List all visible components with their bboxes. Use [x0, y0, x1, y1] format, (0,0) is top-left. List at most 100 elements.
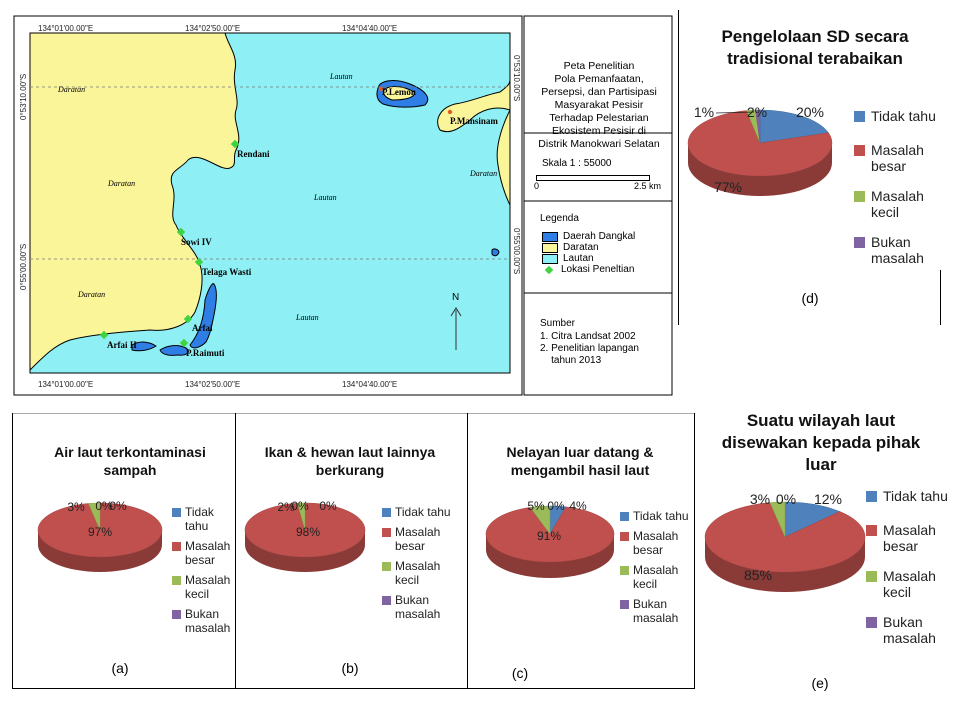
chart-d-legend-label-3: Bukan masalah — [871, 234, 924, 266]
marker-raimuti — [179, 338, 189, 348]
chart-e-legend-item-0: Tidak tahu — [866, 488, 956, 504]
chart-e-pie: 12% 85% 3% 0% — [704, 491, 866, 592]
map-legend: Daerah Dangkal Daratan Lautan Lokasi Pen… — [542, 231, 635, 275]
coord-bottom-3: 134°04'40.00"E — [342, 380, 397, 389]
chart-c-value-label-1: 91% — [537, 529, 561, 543]
chart-b-legend-swatch-0 — [382, 508, 391, 517]
chart-a-value-label-0: 0% — [95, 499, 113, 513]
marker-arfai — [183, 314, 193, 324]
chart-b-side-1 — [245, 530, 365, 572]
label-raimuti: P.Raimuti — [186, 348, 225, 358]
marker-telaga — [194, 257, 204, 267]
chart-a-legend: Tidak tahu Masalah besar Masalah kecil Buka… — [172, 505, 232, 641]
legend-sea: Lautan — [563, 253, 594, 264]
chart-e-value-label-2: 3% — [750, 491, 770, 507]
chart-d-legend-swatch-2 — [854, 191, 865, 202]
chart-d-panel-label: (d) — [801, 290, 819, 306]
chart-b-legend-label-2: Masalah kecil — [395, 559, 441, 587]
legend-swatch-sea — [542, 253, 558, 264]
chart-d-legend-item-3: Bukan masalah — [854, 234, 940, 266]
north-arrow — [450, 307, 462, 350]
chart-b-legend-item-0: Tidak tahu — [382, 505, 460, 519]
chart-a-value-label-3: 0% — [109, 499, 127, 513]
source-list: 1. Citra Landsat 2002 2. Penelitian lapan… — [540, 331, 639, 367]
chart-a-legend-item-0: Tidak tahu — [172, 505, 232, 533]
chart-d-legend-label-2: Masalah kecil — [871, 188, 924, 220]
chart-d-legend-item-2: Masalah kecil — [854, 188, 940, 220]
chart-d-legend: Tidak tahu Masalah besar Masalah kecil Buka… — [854, 108, 940, 280]
chart-d-value-label-1: 77% — [714, 179, 742, 195]
coord-right-1: 0°53'10.00"S — [512, 55, 521, 101]
location-markers — [99, 86, 453, 348]
chart-d-legend-item-1: Masalah besar — [854, 142, 940, 174]
chart-c-legend-label-3: Bukan masalah — [633, 597, 679, 625]
chart-c-value-label-0: 4% — [569, 499, 587, 513]
chart-e-legend-label-1: Masalah besar — [883, 522, 936, 554]
chart-e-legend: Tidak tahu Masalah besar Masalah kecil Buka… — [866, 488, 956, 660]
chart-b-legend-item-3: Bukan masalah — [382, 593, 460, 621]
divider-a-left — [12, 413, 13, 688]
coord-left-1: 0°53'10.00"S — [19, 74, 28, 120]
legend-location: Lokasi Peneltian — [561, 264, 635, 275]
scale-zero: 0 — [534, 181, 540, 191]
chart-d-slice-3 — [755, 109, 761, 144]
chart-c-legend-label-2: Masalah kecil — [633, 563, 679, 591]
chart-e-value-label-0: 12% — [814, 491, 842, 507]
chart-b-legend-label-3: Bukan masalah — [395, 593, 441, 621]
divider-bottom-abc — [12, 688, 695, 689]
legend-swatch-location — [544, 265, 554, 274]
chart-d-slice-1 — [687, 110, 833, 177]
coord-top-2: 134°02'50.00"E — [185, 24, 240, 33]
chart-e-slice-0 — [784, 501, 841, 538]
chart-b-value-label-3: 0% — [319, 499, 337, 513]
chart-d-legend-item-0: Tidak tahu — [854, 108, 940, 124]
scale-end: 2.5 km — [634, 181, 662, 191]
label-rendani: Rendani — [237, 149, 270, 159]
chart-e-legend-item-3: Bukan masalah — [866, 614, 956, 646]
marker-sowi — [176, 227, 186, 237]
chart-c-legend-item-1: Masalah besar — [620, 529, 692, 557]
chart-b-slice-2 — [297, 502, 306, 531]
chart-c-legend-label-0: Tidak tahu — [633, 509, 689, 523]
chart-c-legend-swatch-1 — [620, 532, 629, 541]
chart-a-value-label-2: 3% — [67, 500, 85, 514]
chart-c-legend: Tidak tahu Masalah besar Masalah kecil Buka… — [620, 509, 692, 631]
legend-land: Daratan — [563, 242, 599, 253]
coord-bottom-1: 134°01'00.00"E — [38, 380, 93, 389]
chart-b-value-label-1: 98% — [296, 525, 320, 539]
chart-c-slice-2 — [529, 505, 551, 535]
label-arfai: Arfai — [192, 323, 213, 333]
study-area-map: Rendani Sowi IV Telaga Wasti Arfai Arfai… — [13, 15, 673, 396]
chart-b-legend-label-1: Masalah besar — [395, 525, 441, 553]
chart-c-legend-item-3: Bukan masalah — [620, 597, 692, 625]
chart-b-legend-label-0: Tidak tahu — [395, 505, 451, 519]
map-info-panel — [523, 15, 673, 396]
chart-d-slice-0 — [759, 109, 829, 144]
coord-left-2: 0°55'00.00"S — [19, 244, 28, 290]
chart-c-legend-swatch-3 — [620, 600, 629, 609]
divider-d-left — [678, 10, 679, 325]
chart-e-legend-label-0: Tidak tahu — [883, 488, 948, 504]
chart-d-title: Pengelolaan SD secara tradisional teraba… — [721, 27, 909, 68]
chart-d-legend-swatch-1 — [854, 145, 865, 156]
chart-e-slice-1 — [704, 502, 866, 573]
map-info-title: Peta Penelitian Pola Pemanfaatan, Persep… — [538, 60, 660, 150]
chart-c-pie: 4% 91% 5% 0% — [485, 499, 615, 578]
label-lautan-3: Lautan — [295, 313, 319, 322]
chart-d-legend-label-1: Masalah besar — [871, 142, 924, 174]
legend-title: Legenda — [540, 213, 579, 224]
chart-a-legend-item-2: Masalah kecil — [172, 573, 232, 601]
chart-a-slice-2 — [88, 502, 101, 531]
map-land-west — [29, 32, 240, 372]
chart-a-legend-item-1: Masalah besar — [172, 539, 232, 567]
chart-e-value-label-1: 85% — [744, 567, 772, 583]
chart-a-legend-label-2: Masalah kecil — [185, 573, 231, 601]
chart-c-slice-1 — [485, 506, 615, 563]
chart-e-panel-label: (e) — [811, 675, 829, 691]
divider-d-right — [940, 270, 941, 325]
chart-a-legend-swatch-1 — [172, 542, 181, 551]
chart-a-legend-label-1: Masalah besar — [185, 539, 231, 567]
north-label: N — [452, 292, 459, 303]
chart-b-legend-item-1: Masalah besar — [382, 525, 460, 553]
chart-a-panel-label: (a) — [111, 660, 129, 676]
